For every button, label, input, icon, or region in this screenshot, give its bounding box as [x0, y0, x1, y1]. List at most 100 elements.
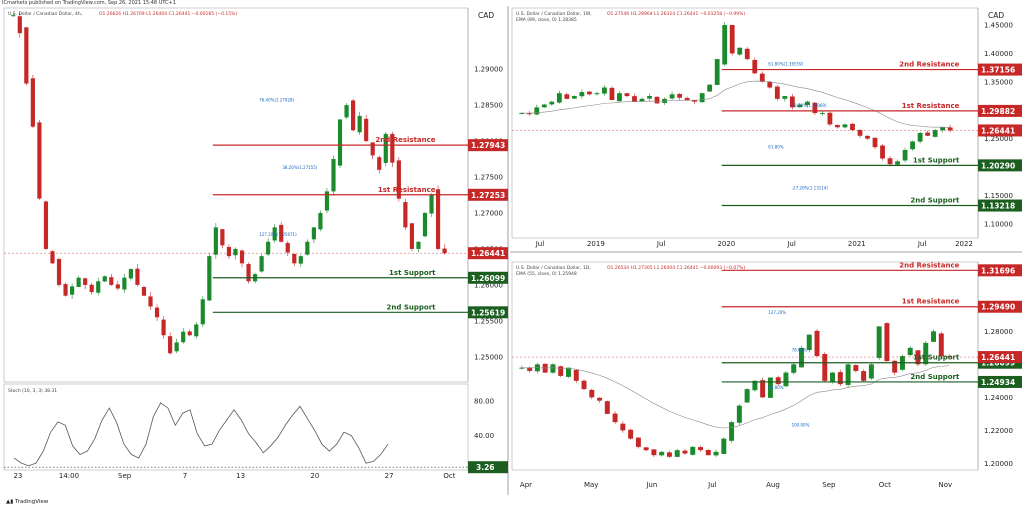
x-tick-label: Jun: [645, 481, 657, 489]
level-label: 2nd Support: [910, 373, 960, 381]
price-badge: [978, 199, 1022, 212]
candle-body: [729, 25, 735, 54]
fib-label: 76.40%(1.27928): [259, 98, 294, 103]
ema-readout: EMA (89, close, 0) 1.28385: [516, 17, 577, 23]
candle-body: [669, 94, 675, 99]
tradingview-logo-text: TradingView: [15, 499, 49, 505]
ohlc-readout: O1.26534 H1.27305 L1.26404 C1.26441 −0.0…: [607, 265, 745, 271]
candle-body: [814, 330, 820, 357]
x-tick-label: Jul: [535, 240, 545, 248]
stoch-current-badge: [468, 461, 508, 474]
candle-body: [396, 160, 401, 199]
candle-body: [581, 380, 587, 390]
candle-body: [938, 333, 944, 357]
candle-body: [422, 212, 428, 237]
candle-body: [63, 284, 68, 296]
candle-body: [946, 356, 952, 358]
level-label: 2nd Resistance: [899, 261, 959, 269]
candle-body: [677, 93, 683, 98]
ohlc-readout: O1.27546 H1.28964 L1.26324 C1.26441 −0.0…: [607, 11, 745, 17]
candle-body: [759, 73, 765, 82]
level-label: 1st Resistance: [378, 186, 436, 194]
candle-body: [526, 112, 532, 115]
candle-body: [390, 133, 395, 163]
candle-body: [370, 142, 375, 156]
candle-body: [628, 429, 634, 439]
candle-body: [853, 365, 859, 371]
price-badge: [978, 63, 1022, 76]
candle-body: [435, 189, 441, 249]
candle-body: [17, 16, 22, 34]
ema-line: [521, 365, 950, 429]
candle-body: [403, 202, 408, 228]
fib-label: -27.20%(1.13114): [792, 186, 829, 191]
tradingview-logo: ▲▮ TradingView: [6, 499, 49, 505]
candle-body: [50, 251, 55, 264]
current-price-badge: [978, 124, 1022, 137]
level-label: 2nd Resistance: [899, 61, 959, 69]
stoch-y-tick: 80.00: [474, 398, 494, 406]
candle-body: [519, 367, 525, 369]
candle-body: [527, 367, 533, 371]
x-tick-label: May: [584, 481, 598, 489]
candle-body: [798, 347, 804, 368]
x-tick-label: 14:00: [59, 472, 79, 480]
y-tick-label: 1.25000: [474, 353, 503, 361]
level-label: 2nd Resistance: [375, 136, 435, 144]
candle-body: [797, 104, 803, 108]
candle-body: [200, 299, 205, 325]
candle-body: [37, 122, 42, 199]
candle-body: [187, 331, 192, 336]
candle-body: [298, 256, 303, 264]
candle-body: [729, 422, 735, 441]
panel-frame: [511, 7, 979, 239]
candle-body: [775, 377, 781, 385]
candle-body: [932, 130, 938, 137]
fib-label: 127.20%: [768, 310, 786, 315]
currency-label: CAD: [478, 11, 494, 20]
x-tick-label: 13: [236, 472, 245, 480]
y-tick-label: 1.45000: [984, 22, 1013, 30]
candle-body: [11, 15, 16, 17]
candle-body: [639, 98, 645, 102]
candle-body: [850, 123, 855, 131]
x-tick-label: Sep: [118, 472, 132, 480]
candle-body: [311, 227, 316, 240]
level-label: 2nd Support: [387, 303, 437, 311]
candle-body: [573, 370, 579, 381]
candle-body: [736, 405, 742, 423]
candle-body: [24, 27, 29, 84]
candle-body: [246, 264, 251, 282]
candle-body: [940, 127, 946, 131]
y-tick-label: 1.10000: [984, 220, 1013, 228]
candle-body: [721, 438, 727, 454]
candle-body: [861, 371, 867, 381]
candle-body: [604, 401, 610, 414]
price-badge-value: 1.29882: [981, 107, 1015, 116]
candle-body: [707, 84, 713, 92]
candle-body: [609, 87, 615, 100]
x-tick-label: Oct: [879, 481, 891, 489]
candle-body: [845, 364, 851, 385]
price-badge: [978, 300, 1022, 313]
level-label: 1st Support: [913, 156, 960, 164]
candle-body: [752, 59, 758, 74]
candle-body: [383, 133, 388, 163]
candle-body: [744, 48, 750, 60]
stoch-title: Stoch (10, 3, 3) 38.31: [8, 388, 57, 394]
level-label: 1st Resistance: [902, 298, 960, 306]
candle-body: [220, 229, 225, 246]
stoch-panel: Stoch (10, 3, 3) 38.31 80.00 40.00 3.26: [3, 383, 508, 474]
y-tick-label: 1.26000: [474, 281, 503, 289]
price-badge-value: 1.27253: [471, 191, 505, 200]
candle-body: [102, 276, 107, 282]
candle-body: [684, 97, 690, 100]
x-tick-label: 2019: [587, 240, 605, 248]
level-label: 1st Support: [913, 354, 960, 362]
candle-body: [923, 342, 929, 365]
y-tick-label: 1.15000: [984, 192, 1013, 200]
price-badge-value: 1.31696: [981, 266, 1015, 275]
candle-body: [409, 223, 415, 249]
price-badge-value: 1.26099: [471, 274, 505, 283]
candle-body: [632, 96, 637, 102]
